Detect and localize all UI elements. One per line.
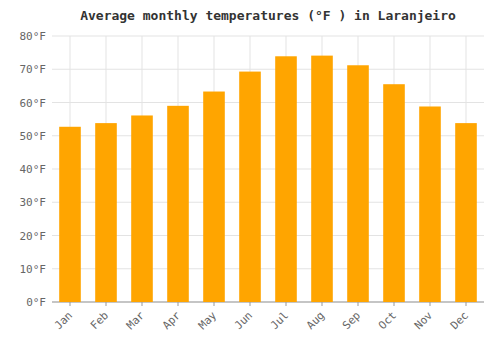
x-tick-label: Dec: [448, 309, 471, 332]
x-tick: [430, 302, 431, 306]
x-tick: [394, 302, 395, 306]
bar: [239, 72, 261, 302]
chart-container: Average monthly temperatures (°F ) in La…: [0, 0, 500, 350]
bar: [275, 56, 297, 302]
x-tick-label: Jan: [52, 309, 75, 332]
y-grid-line: [52, 102, 484, 103]
x-tick-label: Jun: [232, 309, 255, 332]
x-tick: [178, 302, 179, 306]
bar: [419, 106, 441, 302]
x-tick: [250, 302, 251, 306]
x-tick-label: Apr: [160, 309, 184, 333]
bar: [59, 127, 81, 302]
x-tick-label: Feb: [88, 309, 111, 332]
y-grid-line: [52, 36, 484, 37]
x-tick: [322, 302, 323, 306]
grid: [52, 36, 484, 302]
y-tick-label: 0°F: [26, 296, 46, 309]
bar: [131, 115, 153, 302]
x-tick-label: Aug: [304, 309, 327, 332]
y-grid-line: [52, 69, 484, 70]
x-tick: [106, 302, 107, 306]
x-tick-label: Mar: [124, 309, 148, 333]
y-tick-label: 60°F: [20, 97, 47, 110]
bar: [95, 123, 117, 302]
x-tick: [70, 302, 71, 306]
bar: [347, 65, 369, 302]
x-tick-label: Sep: [340, 309, 363, 332]
y-tick-label: 40°F: [20, 163, 47, 176]
bar: [383, 84, 405, 302]
x-tick-label: Oct: [376, 309, 399, 332]
title: Average monthly temperatures (°F ) in La…: [80, 8, 456, 23]
chart-svg: Average monthly temperatures (°F ) in La…: [0, 0, 500, 350]
y-tick-label: 50°F: [20, 130, 47, 143]
y-tick-label: 30°F: [20, 196, 47, 209]
x-tick-label: May: [196, 309, 220, 333]
x-tick: [142, 302, 143, 306]
bar: [311, 56, 333, 302]
bars: [59, 56, 477, 302]
x-tick: [466, 302, 467, 306]
bar: [167, 106, 189, 302]
bar: [455, 123, 477, 302]
bar: [203, 92, 225, 302]
x-tick-label: Nov: [412, 309, 436, 333]
y-tick-label: 20°F: [20, 230, 47, 243]
axes: 0°F 10°F 20°F 30°F 40°F 50°F 60°F 70°F 80°F Jan Fe…: [20, 30, 485, 332]
y-tick-label: 80°F: [20, 30, 47, 43]
x-tick-label: Jul: [268, 309, 291, 332]
y-tick-label: 10°F: [20, 263, 47, 276]
x-tick: [214, 302, 215, 306]
x-tick: [358, 302, 359, 306]
x-tick: [286, 302, 287, 306]
y-tick-label: 70°F: [20, 63, 47, 76]
